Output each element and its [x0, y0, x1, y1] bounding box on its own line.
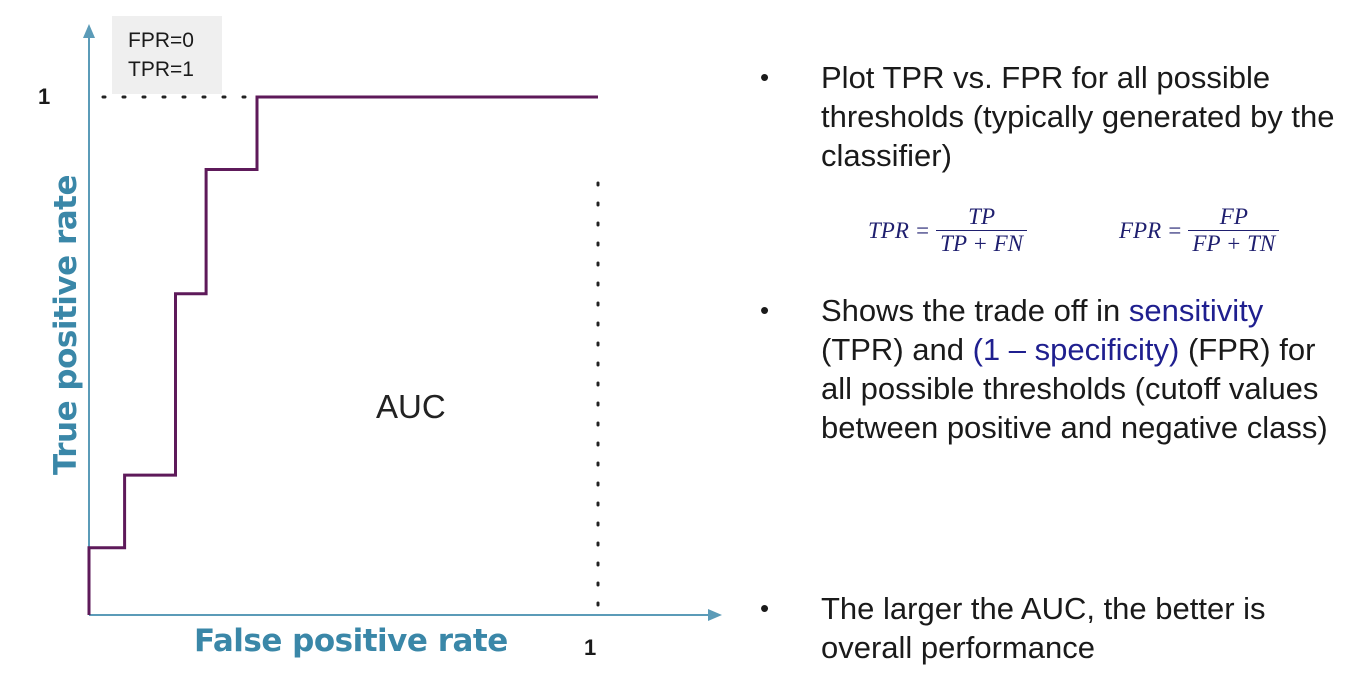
fpr-numerator: FP	[1219, 204, 1248, 229]
auc-annotation: AUC	[376, 388, 446, 425]
sensitivity-term: sensitivity	[1128, 293, 1264, 328]
bullet-text-part: (FPR) for all possible thresholds (cutof…	[821, 332, 1328, 445]
bullet-text-part: (TPR) and	[821, 332, 973, 367]
y-axis-label: True positive rate	[48, 174, 84, 476]
bullet-text: Shows the trade off in sensitivity (TPR)…	[821, 291, 1340, 447]
bullet-item-auc: • The larger the AUC, the better is over…	[760, 589, 1340, 667]
tpr-denominator: TP + FN	[936, 230, 1028, 257]
bullet-text: Plot TPR vs. FPR for all possible thresh…	[821, 60, 1335, 173]
fpr-formula-lhs: FPR =	[1119, 217, 1183, 243]
bullet-text: The larger the AUC, the better is overal…	[821, 591, 1266, 665]
x-axis-label: False positive rate	[194, 623, 508, 659]
specificity-term: (1 – specificity)	[972, 332, 1180, 367]
bullet-item-tradeoff: • Shows the trade off in sensitivity (TP…	[760, 291, 1340, 447]
y-axis-arrow	[83, 24, 95, 38]
bullet-marker: •	[760, 62, 770, 92]
y-tick-label: 1	[38, 84, 51, 109]
tpr-fraction: TP TP + FN	[936, 204, 1028, 257]
corner-annotation: FPR=0 TPR=1	[112, 16, 222, 94]
fpr-fraction: FP FP + TN	[1188, 204, 1280, 257]
roc-curve	[87, 95, 598, 615]
bullet-item-plot: • Plot TPR vs. FPR for all possible thre…	[760, 58, 1340, 175]
corner-fpr-text: FPR=0	[128, 29, 194, 52]
x-axis-arrow	[708, 609, 722, 621]
tpr-formula-lhs: TPR =	[868, 217, 931, 243]
fpr-formula: FPR = FP FP + TN	[1119, 204, 1280, 257]
x-tick-label: 1	[584, 635, 597, 660]
bullet-marker: •	[760, 295, 770, 325]
corner-tpr-text: TPR=1	[128, 58, 194, 81]
tpr-formula: TPR = TP TP + FN	[868, 204, 1028, 257]
fpr-denominator: FP + TN	[1188, 230, 1280, 257]
tpr-numerator: TP	[968, 204, 996, 229]
bullet-text-part: Shows the trade off in	[821, 293, 1129, 328]
roc-chart	[83, 24, 722, 621]
bullet-marker: •	[760, 593, 770, 623]
